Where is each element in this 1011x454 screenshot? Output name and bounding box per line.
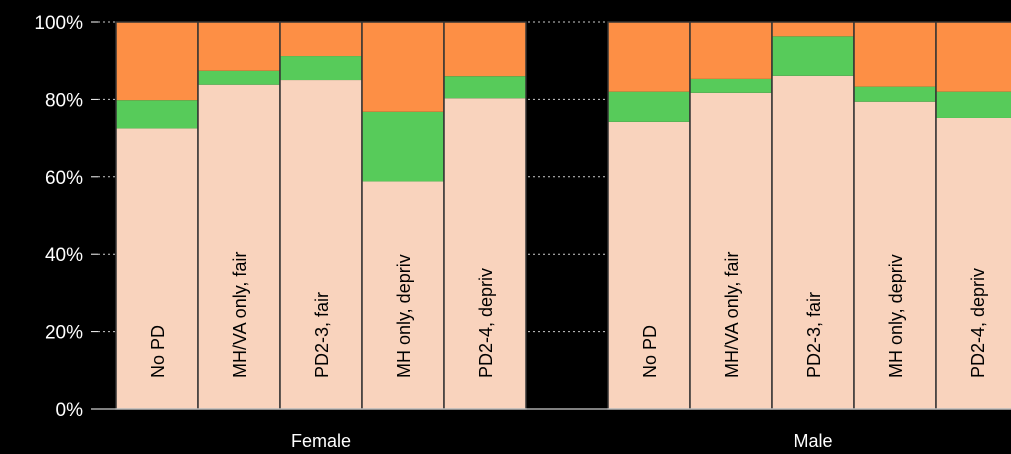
bar-segment — [608, 91, 690, 122]
bar-segment — [362, 181, 444, 409]
group-label: Male — [793, 431, 832, 451]
bars — [115, 21, 1011, 410]
bar-segment — [280, 80, 362, 410]
bar-segment — [854, 22, 936, 87]
bar-segment — [936, 117, 1011, 409]
category-label: MH only, depriv — [394, 254, 414, 378]
bar-segment — [198, 84, 280, 409]
category-label: MH/VA only, fair — [230, 252, 250, 378]
category-label: No PD — [148, 325, 168, 378]
bar-segment — [116, 22, 198, 101]
bar-segment — [936, 22, 1011, 92]
y-tick-label: 0% — [56, 400, 84, 421]
bar-segment — [608, 121, 690, 409]
y-tick-label: 100% — [34, 13, 83, 34]
category-label: PD2-4, depriv — [476, 268, 496, 378]
y-axis: 0% 20% 40% 60% 80% 100% — [34, 13, 1011, 421]
bar-segment — [362, 111, 444, 182]
category-label: PD2-3, fair — [804, 292, 824, 378]
bar-segment — [116, 128, 198, 410]
bar-segment — [690, 22, 772, 79]
bar-segment — [280, 56, 362, 81]
bar-segment — [854, 86, 936, 102]
y-tick-label: 20% — [45, 323, 83, 344]
bar-segment — [198, 70, 280, 85]
bar-segment — [116, 100, 198, 129]
y-tick-label: 40% — [45, 245, 83, 266]
bar-segment — [772, 75, 854, 409]
group-labels: Female Male — [291, 431, 833, 451]
bar-segment — [444, 22, 526, 77]
category-label: PD2-4, depriv — [968, 268, 988, 378]
category-label: No PD — [640, 325, 660, 378]
bar-segment — [362, 22, 444, 112]
bar-segment — [690, 78, 772, 93]
bar-segment — [936, 91, 1011, 118]
bar-segment — [198, 22, 280, 71]
group-label: Female — [291, 431, 351, 451]
y-tick-label: 60% — [45, 168, 83, 189]
bar-segment — [772, 22, 854, 37]
bar-segment — [854, 101, 936, 410]
bar-segment — [690, 92, 772, 410]
bar-segment — [608, 22, 690, 92]
category-label: MH/VA only, fair — [722, 252, 742, 378]
bar-segment — [444, 76, 526, 99]
y-tick-label: 80% — [45, 90, 83, 111]
bar-segment — [772, 36, 854, 76]
bar-segment — [280, 22, 362, 57]
bar-segment — [444, 98, 526, 409]
bar-labels: No PD MH/VA only, fair PD2-3, fair MH only,… — [148, 252, 988, 378]
category-label: PD2-3, fair — [312, 292, 332, 378]
category-label: MH only, depriv — [886, 254, 906, 378]
